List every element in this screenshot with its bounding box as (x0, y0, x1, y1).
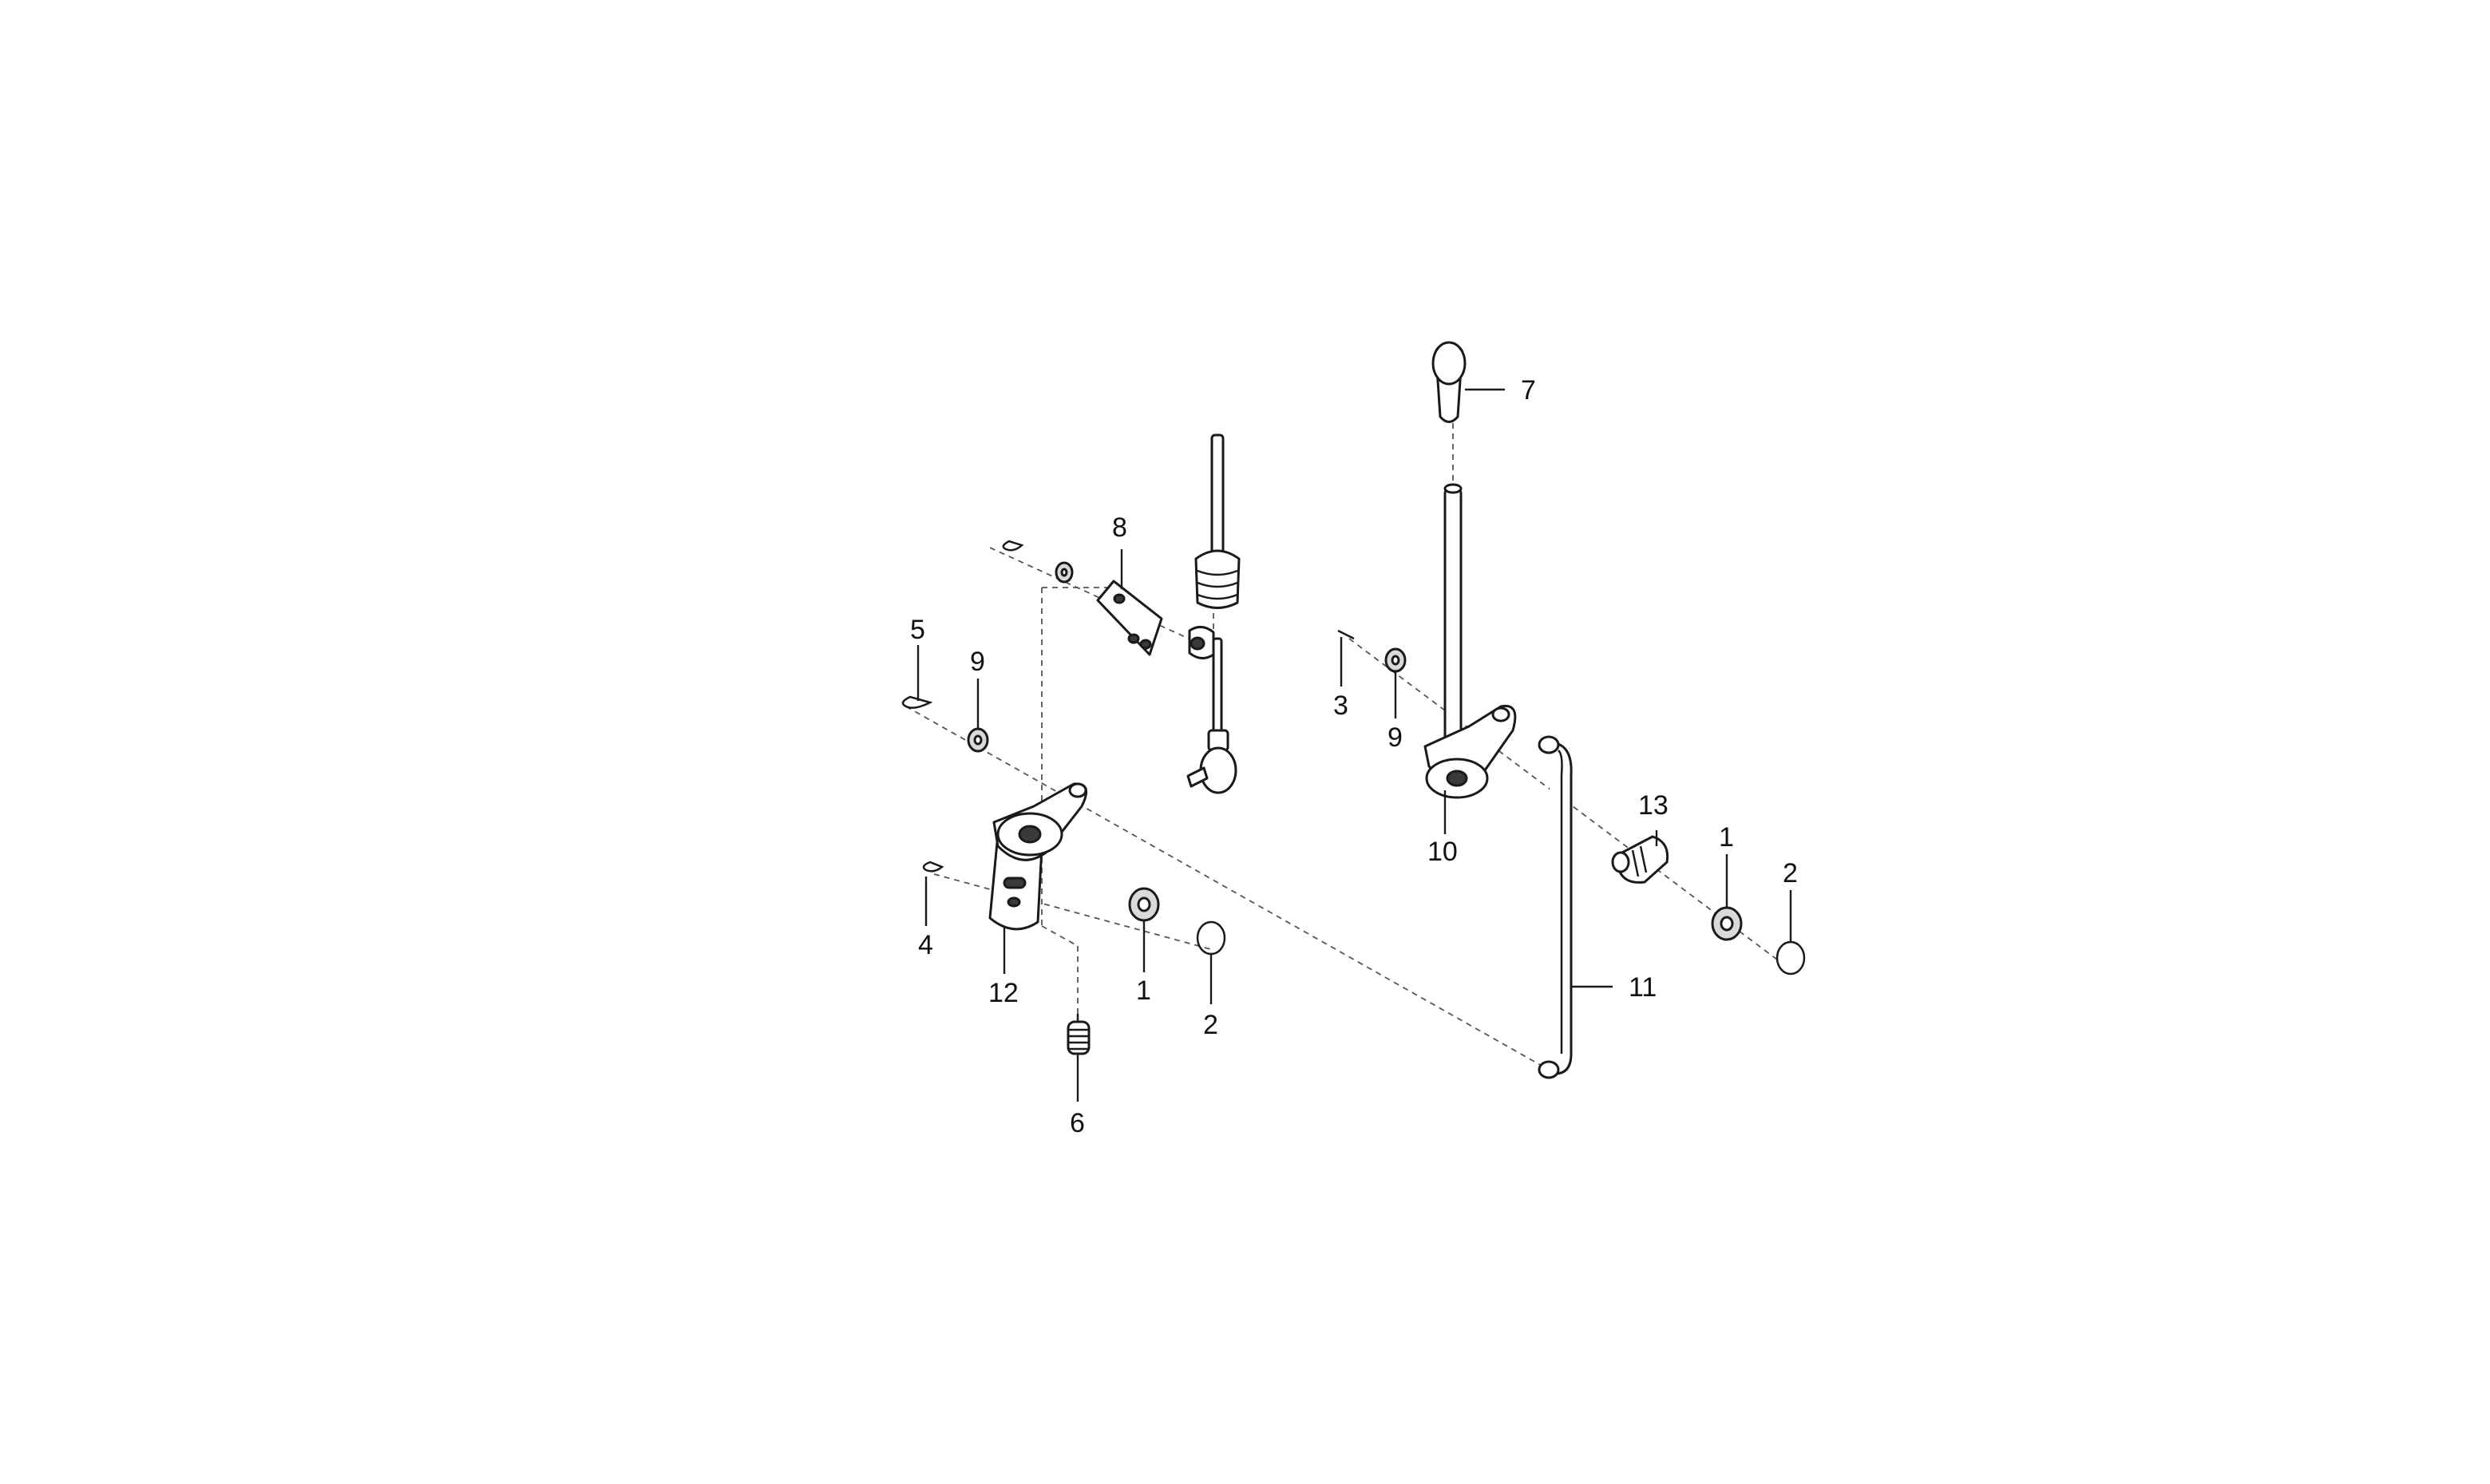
leader-lines (916, 388, 1792, 1102)
callout-2-left: 2 (1203, 1010, 1218, 1040)
callout-7: 7 (1521, 375, 1536, 406)
callout-1-right: 1 (1719, 822, 1734, 853)
callout-12: 12 (988, 978, 1019, 1008)
part-1-washer-right (1711, 906, 1743, 941)
callout-4: 4 (918, 930, 933, 960)
part-9-washer-left (967, 727, 989, 753)
callout-9-left: 9 (970, 647, 985, 677)
part-9-washer-right (1384, 647, 1407, 673)
part-12-lever (988, 782, 1088, 931)
cable-clamp (1188, 626, 1215, 659)
callout-6: 6 (1070, 1108, 1085, 1138)
callout-9-right: 9 (1388, 722, 1403, 753)
part-8-bracket (1096, 580, 1163, 656)
part-1-washer-left (1128, 887, 1160, 922)
callout-labels: 7 8 5 9 3 9 10 13 1 2 11 4 12 1 2 6 (910, 375, 1798, 1138)
callout-8: 8 (1112, 512, 1127, 543)
part-11-link-rod (1538, 735, 1573, 1079)
part-10-lever (1423, 483, 1517, 799)
part-6-spring (1067, 1014, 1091, 1055)
callout-11: 11 (1629, 972, 1657, 1003)
part-2-circlip-left (1196, 920, 1226, 956)
shift-cable (1186, 433, 1241, 794)
callout-2-right: 2 (1783, 858, 1798, 888)
cotter-pin-upper (1002, 540, 1024, 552)
callout-3: 3 (1333, 691, 1348, 721)
washer-upper (1055, 561, 1074, 584)
part-5-cotter-pin (901, 695, 933, 709)
callout-1-left: 1 (1136, 975, 1151, 1006)
part-13-threaded-pin (1611, 835, 1669, 884)
part-3-pin (1337, 629, 1355, 640)
part-4-cotter-pin (922, 861, 944, 873)
callout-13: 13 (1638, 790, 1669, 821)
part-2-circlip-right (1775, 940, 1806, 975)
callout-5: 5 (910, 615, 925, 645)
part-7-knob (1431, 341, 1467, 423)
callout-10: 10 (1427, 837, 1458, 867)
